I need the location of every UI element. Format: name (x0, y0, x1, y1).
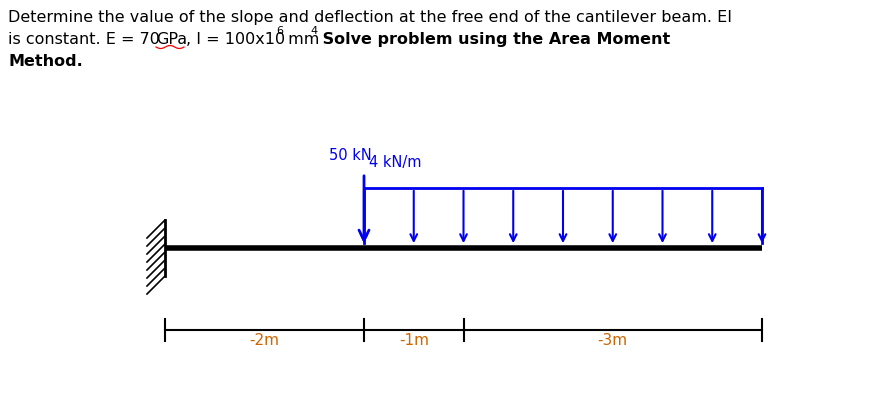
Text: GPa: GPa (156, 32, 187, 47)
Text: Method.: Method. (8, 54, 83, 69)
Text: 6: 6 (276, 26, 283, 36)
Text: 50 kN: 50 kN (329, 148, 372, 163)
Text: Solve problem using the Area Moment: Solve problem using the Area Moment (317, 32, 670, 47)
Text: Determine the value of the slope and deflection at the free end of the cantileve: Determine the value of the slope and def… (8, 10, 732, 25)
Text: 4: 4 (310, 26, 317, 36)
Text: -3m: -3m (598, 333, 628, 348)
Text: is constant. E = 70: is constant. E = 70 (8, 32, 165, 47)
Text: -1m: -1m (399, 333, 429, 348)
Text: mm: mm (283, 32, 320, 47)
Text: , I = 100x10: , I = 100x10 (186, 32, 285, 47)
Text: 4 kN/m: 4 kN/m (369, 155, 421, 170)
Text: -2m: -2m (250, 333, 280, 348)
